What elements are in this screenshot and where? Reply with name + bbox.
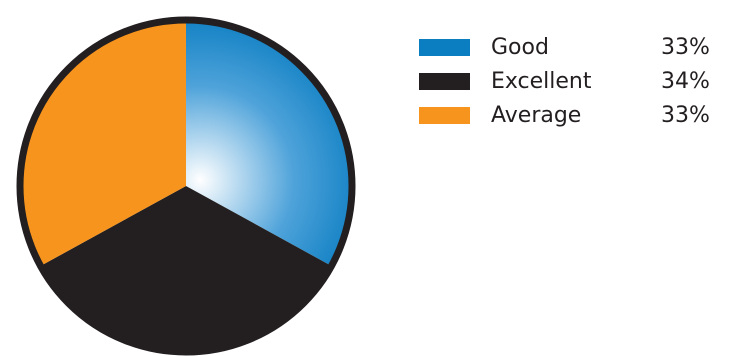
- legend-swatch-average: [419, 107, 470, 124]
- legend-swatch-good: [419, 39, 470, 56]
- legend-value-excellent: 34%: [661, 69, 710, 94]
- legend-label-excellent: Excellent: [491, 69, 661, 94]
- legend-label-average: Average: [491, 103, 661, 128]
- legend-item-excellent: Excellent 34%: [419, 64, 738, 98]
- legend-value-good: 33%: [661, 35, 710, 60]
- pie-chart: [0, 0, 380, 356]
- legend-value-average: 33%: [661, 103, 710, 128]
- legend-item-average: Average 33%: [419, 98, 738, 132]
- legend-item-good: Good 33%: [419, 30, 738, 64]
- legend-swatch-excellent: [419, 73, 470, 90]
- legend-label-good: Good: [491, 35, 661, 60]
- legend: Good 33% Excellent 34% Average 33%: [419, 30, 738, 132]
